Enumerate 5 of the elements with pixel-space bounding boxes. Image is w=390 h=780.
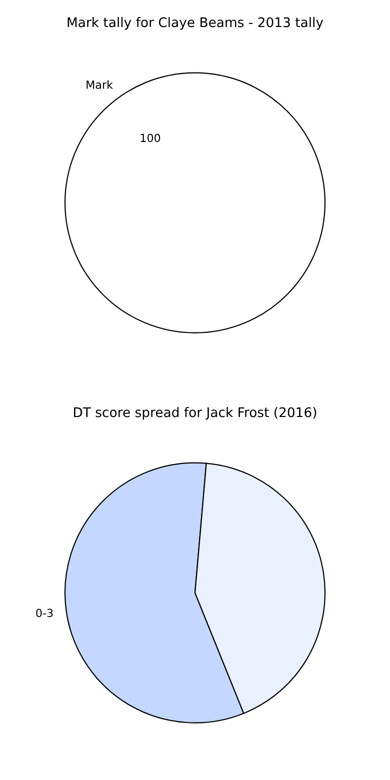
slice-label: Mark: [86, 80, 113, 89]
chart-title: Mark tally for Claye Beams - 2013 tally: [68, 17, 324, 30]
chart-title: DT score spread for Jack Frost (2016): [74, 407, 316, 420]
slice-label: 0-3: [36, 608, 53, 618]
data-label: 100: [140, 134, 160, 142]
